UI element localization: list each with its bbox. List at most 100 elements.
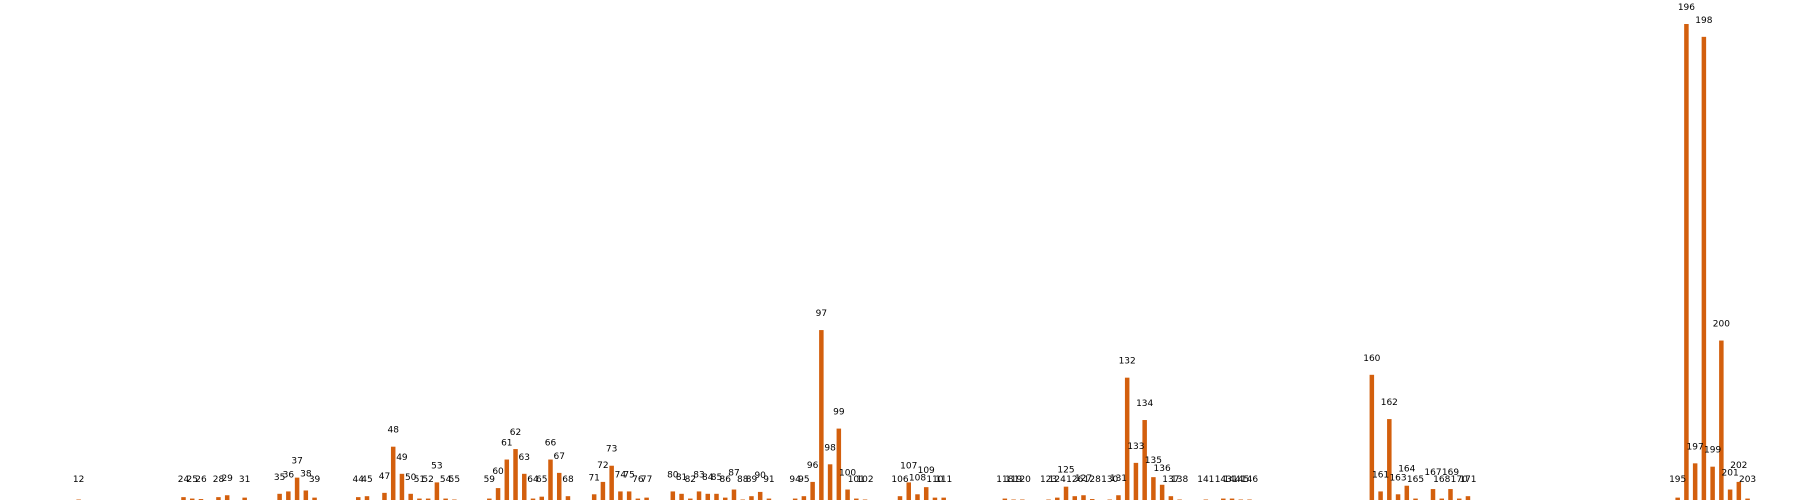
bar-44 — [356, 497, 361, 500]
bar-161 — [1378, 491, 1383, 500]
bar-110 — [932, 497, 938, 500]
bar-83 — [696, 491, 702, 500]
bar-65 — [539, 496, 544, 500]
bar-label-61: 61 — [501, 439, 512, 449]
bar-label-26: 26 — [195, 475, 207, 485]
bar-118 — [1002, 498, 1008, 500]
bar-label-201: 201 — [1722, 469, 1739, 479]
bar-124 — [1055, 497, 1060, 500]
bar-28 — [216, 497, 221, 500]
bar-163 — [1395, 494, 1401, 500]
bar-136 — [1159, 484, 1165, 500]
bar-162 — [1387, 419, 1392, 500]
bar-86 — [722, 497, 728, 500]
bar-label-107: 107 — [900, 461, 917, 471]
bar-68 — [565, 496, 571, 500]
bar-label-95: 95 — [798, 475, 809, 485]
bar-111 — [941, 497, 946, 500]
bar-107 — [906, 482, 911, 500]
bar-label-195: 195 — [1669, 475, 1686, 485]
bar-label-97: 97 — [816, 309, 827, 319]
bar-63 — [522, 473, 527, 500]
bar-67 — [556, 472, 562, 500]
bar-38 — [303, 490, 309, 500]
bar-54 — [443, 498, 448, 500]
bar-99 — [836, 428, 842, 500]
bar-label-67: 67 — [553, 452, 564, 462]
bar-74 — [618, 491, 623, 500]
bar-89 — [749, 496, 754, 500]
bar-51 — [417, 498, 422, 500]
bar-198 — [1701, 36, 1707, 500]
bar-label-125: 125 — [1057, 466, 1074, 476]
bar-label-72: 72 — [597, 461, 608, 471]
bar-label-52: 52 — [422, 475, 433, 485]
bar-143 — [1221, 498, 1226, 500]
bar-106 — [897, 496, 903, 500]
bar-label-39: 39 — [309, 475, 321, 485]
bar-36 — [286, 491, 291, 500]
bar-label-28: 28 — [213, 475, 225, 485]
bar-label-118: 118 — [996, 475, 1013, 485]
bar-134 — [1142, 420, 1147, 500]
bar-109 — [923, 487, 929, 500]
bar-label-161: 161 — [1372, 470, 1389, 480]
bar-label-60: 60 — [492, 467, 504, 477]
bar-label-35: 35 — [274, 473, 285, 483]
bar-label-170: 170 — [1451, 475, 1468, 485]
bar-125 — [1063, 486, 1069, 500]
bar-195 — [1675, 497, 1680, 500]
bar-137 — [1168, 496, 1174, 500]
bar-label-119: 119 — [1005, 475, 1022, 485]
bar-197 — [1692, 463, 1698, 500]
bar-71 — [591, 494, 597, 500]
bar-label-94: 94 — [789, 475, 801, 485]
bar-label-162: 162 — [1381, 398, 1398, 408]
bar-24 — [181, 497, 186, 500]
bar-53 — [434, 482, 440, 500]
bar-77 — [644, 497, 649, 500]
bar-label-101: 101 — [848, 475, 865, 485]
bar-label-24: 24 — [178, 475, 190, 485]
bar-75 — [626, 491, 632, 500]
bar-label-38: 38 — [300, 469, 312, 479]
bar-59 — [487, 498, 492, 500]
bar-60 — [495, 488, 501, 500]
bar-label-197: 197 — [1687, 442, 1704, 452]
bar-label-109: 109 — [918, 466, 935, 476]
bar-label-110: 110 — [926, 475, 943, 485]
bar-61 — [504, 459, 510, 500]
bar-135 — [1151, 477, 1156, 500]
bar-label-145: 145 — [1232, 475, 1249, 485]
bar-126 — [1072, 496, 1078, 500]
bar-37 — [294, 477, 300, 500]
bar-49 — [399, 473, 405, 500]
bar-label-12: 12 — [73, 475, 84, 485]
bar-label-51: 51 — [414, 475, 425, 485]
bar-165 — [1413, 498, 1418, 500]
bar-label-160: 160 — [1363, 354, 1380, 364]
bar-31 — [242, 497, 247, 500]
bar-169 — [1448, 489, 1453, 500]
bar-label-141: 141 — [1197, 475, 1214, 485]
bar-202 — [1736, 481, 1742, 500]
bar-label-200: 200 — [1713, 320, 1730, 330]
bar-label-66: 66 — [545, 439, 557, 449]
bar-label-169: 169 — [1442, 468, 1459, 478]
bar-label-102: 102 — [856, 475, 873, 485]
bar-203 — [1745, 498, 1750, 500]
bar-47 — [382, 492, 387, 500]
bar-label-164: 164 — [1398, 465, 1415, 475]
bar-label-82: 82 — [685, 475, 696, 485]
bar-label-168: 168 — [1433, 475, 1450, 485]
bar-label-25: 25 — [187, 475, 198, 485]
bar-35 — [277, 493, 282, 500]
bar-label-146: 146 — [1241, 475, 1258, 485]
bar-72 — [600, 481, 606, 500]
bar-168 — [1439, 498, 1444, 500]
bar-label-171: 171 — [1459, 475, 1476, 485]
bar-171 — [1465, 496, 1471, 500]
bar-label-137: 137 — [1162, 475, 1179, 485]
bar-101 — [854, 498, 859, 500]
